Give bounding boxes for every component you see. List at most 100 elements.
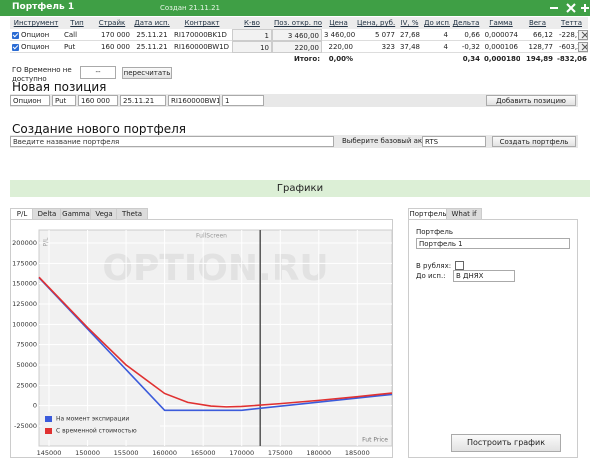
expiry-select[interactable]: В ДНЯХ xyxy=(453,270,515,282)
table-cell: 37,48 xyxy=(397,41,422,53)
x-tick-label: 180000 xyxy=(306,449,331,457)
cell-text: 0,66 xyxy=(464,31,480,39)
table-cell: 0,000106 xyxy=(482,41,520,53)
table-cell: 160 000 xyxy=(92,41,132,53)
row-checkbox[interactable] xyxy=(12,43,19,51)
build-chart-button[interactable]: Построить график xyxy=(451,434,561,452)
delete-row[interactable] xyxy=(578,42,588,52)
header-icons[interactable] xyxy=(548,2,590,14)
table-cell: 27,68 xyxy=(397,29,422,41)
add-position-button[interactable]: Добавить позицию xyxy=(486,95,576,106)
y-tick-label: -25000 xyxy=(14,422,37,430)
created-date: Создан 21.11.21 xyxy=(160,4,220,12)
cell-text: 66,12 xyxy=(532,31,553,39)
new-position-field[interactable]: 25.11.21 xyxy=(120,95,166,106)
chart-tabs: P/L Delta Gamma Vega Theta xyxy=(10,208,393,220)
series-line xyxy=(38,277,392,412)
table-cell: 170 000 xyxy=(92,29,132,41)
column-header: Цена xyxy=(329,19,348,27)
table-cell: 323 xyxy=(355,41,397,53)
settings-panel: Портфель Портфель 1 В рублях: До исп.: В… xyxy=(408,219,578,458)
table-cell: 0,000074 xyxy=(482,29,520,41)
portfolio-name-input[interactable]: Введите название портфеля xyxy=(10,136,334,147)
row-checkbox[interactable] xyxy=(12,31,19,39)
column-header: Поз. откр. по xyxy=(274,19,322,27)
cell-text: RI170000BK1D xyxy=(174,31,227,39)
series-line xyxy=(38,276,392,408)
cell-text: Call xyxy=(64,31,78,39)
new-position-field[interactable]: Опцион xyxy=(10,95,50,106)
table-cell: RI170000BK1D xyxy=(172,29,232,41)
new-position-field[interactable]: 1 xyxy=(222,95,264,106)
margin-label: ГО Временно не доступно xyxy=(12,66,72,83)
cell-text: 3 460,00 xyxy=(287,32,319,40)
rub-checkbox[interactable] xyxy=(455,261,464,270)
table-cell: 128,77 xyxy=(520,41,555,53)
y-tick-label: 175000 xyxy=(12,259,37,267)
table-cell: RI160000BW1D xyxy=(172,41,232,53)
portfolio-select[interactable]: Портфель 1 xyxy=(416,238,570,249)
column-header: Дельта xyxy=(452,19,480,27)
cell-text: 220,00 xyxy=(294,44,320,52)
total-theta: -832,06 xyxy=(557,55,587,63)
table-header-bg xyxy=(10,17,588,29)
legend-swatch xyxy=(45,416,52,422)
new-position-field[interactable]: Put xyxy=(52,95,76,106)
table-cell: 25.11.21 xyxy=(132,29,172,41)
total-pct: 0,00% xyxy=(328,55,353,63)
chart-frame: OPTION.RU 200000 175000 150000 125000 100000 7… xyxy=(10,219,393,458)
table-cell: 3 460,00 xyxy=(322,29,355,41)
cell-text: 0,000106 xyxy=(484,43,518,51)
settings-tabs: Портфель What if xyxy=(408,208,578,220)
x-tick-label: 170000 xyxy=(229,449,254,457)
table-cell: Call xyxy=(62,29,92,41)
column-header: Контракт xyxy=(184,19,220,27)
legend-box xyxy=(42,412,160,440)
x-axis-label: Fut Price xyxy=(362,437,388,444)
y-tick-label: 150000 xyxy=(12,280,37,288)
table-cell: Опцион xyxy=(10,41,62,53)
cell-text: 5 077 xyxy=(374,31,395,39)
table-cell: -0,32 xyxy=(450,41,482,53)
y-tick-label: 100000 xyxy=(12,320,37,328)
create-portfolio-button[interactable]: Создать портфель xyxy=(492,136,576,147)
delete-icon xyxy=(581,31,587,39)
column-header: Дата исп. xyxy=(134,19,170,27)
total-gamma: 0,000180 xyxy=(484,55,520,63)
y-tick-label: 125000 xyxy=(12,300,37,308)
table-cell: 220,00 xyxy=(322,41,355,53)
tab[interactable]: Theta xyxy=(116,208,148,220)
table-cell: 220,00 xyxy=(272,41,322,53)
new-position-field[interactable]: RI160000BW1D xyxy=(168,95,220,106)
table-cell: 25.11.21 xyxy=(132,41,172,53)
recalc-button[interactable]: пересчитать xyxy=(122,67,172,79)
x-tick-label: 175000 xyxy=(268,449,293,457)
column-header: К-во xyxy=(244,19,260,27)
table-cell: Опцион xyxy=(10,29,62,41)
total-vega: 194,89 xyxy=(525,55,553,63)
delete-row[interactable] xyxy=(578,30,588,40)
expiry-label: До исп.: xyxy=(416,272,446,280)
asset-select[interactable]: RTS xyxy=(422,136,486,147)
cell-text: 220,00 xyxy=(328,43,354,51)
new-portfolio-row: Введите название портфеля Выберите базов… xyxy=(10,135,578,148)
legend-label: На момент экспирации xyxy=(56,416,129,423)
y-tick-label: 25000 xyxy=(16,381,37,389)
cell-text: Put xyxy=(64,43,76,51)
table-cell: 66,12 xyxy=(520,29,555,41)
new-position-field[interactable]: 160 000 xyxy=(78,95,118,106)
table-cell: 4 xyxy=(422,29,450,41)
cell-text: -0,32 xyxy=(461,43,480,51)
cell-text: 27,68 xyxy=(399,31,420,39)
table-cell: Put xyxy=(62,41,92,53)
legend-label: С временной стоимостью xyxy=(56,428,137,435)
cell-text: 25.11.21 xyxy=(136,31,168,39)
cell-text: 4 xyxy=(443,31,448,39)
table-cell: 4 xyxy=(422,41,450,53)
cell-text: 323 xyxy=(381,43,395,51)
header-bar: Портфель 1 Создан 21.11.21 xyxy=(0,0,590,16)
tab[interactable]: What if xyxy=(446,208,482,220)
cell-text: -228,79 xyxy=(558,31,586,39)
x-tick-label: 145000 xyxy=(37,449,62,457)
